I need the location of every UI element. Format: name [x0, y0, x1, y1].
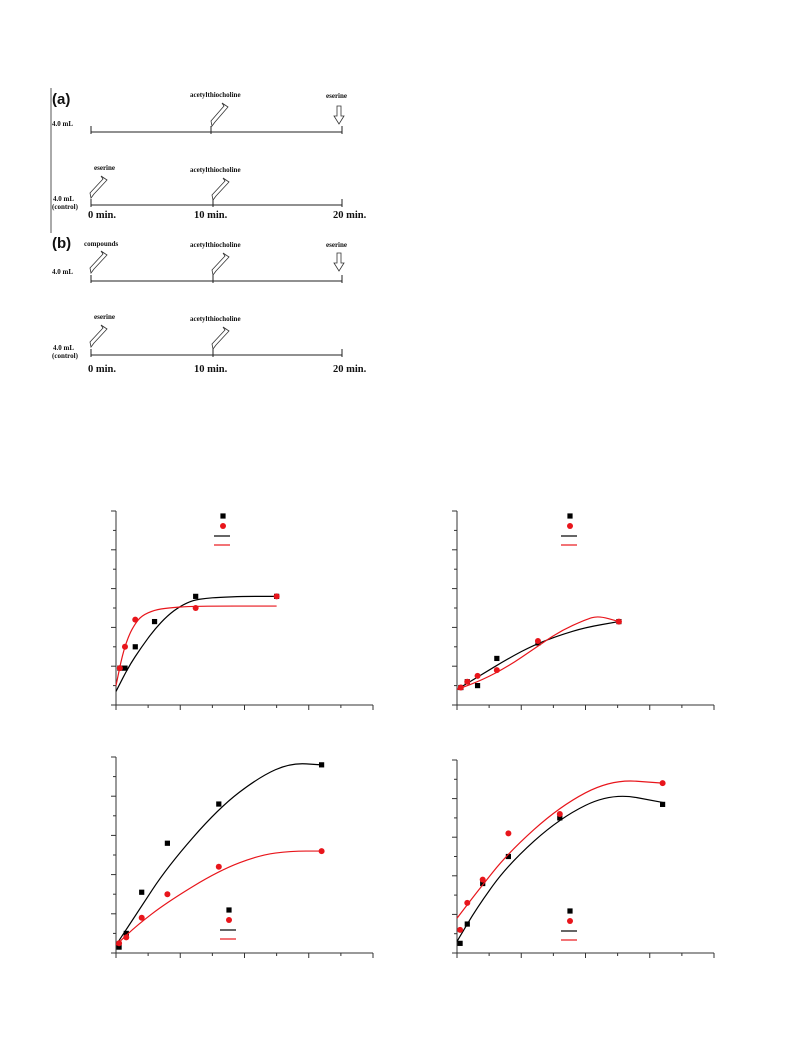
volume-label: 4.0 mL [52, 268, 73, 276]
reagent-label-acetylthiocholine: acetylthiocholine [190, 166, 241, 174]
panel-label-a: (a) [52, 91, 70, 108]
data-point-square [660, 801, 666, 807]
data-point-circle [116, 940, 123, 947]
chart-panel-bottom-left [111, 756, 374, 958]
arrow-icon [89, 250, 108, 274]
control-note: (control) [52, 352, 79, 360]
arrow-icon [211, 252, 230, 276]
data-point-square [151, 618, 158, 625]
data-point-circle [464, 899, 471, 906]
data-point-square [505, 853, 511, 860]
chart-panel-top-left [111, 510, 374, 710]
reagent-label-acetylthiocholine: acetylthiocholine [190, 241, 241, 249]
data-point-circle [215, 863, 222, 870]
time-label-0: 0 min. [88, 364, 116, 375]
arrow-icon [211, 326, 230, 350]
data-point-square [319, 762, 325, 768]
data-point-circle [505, 830, 512, 837]
arrow-icon [211, 177, 230, 201]
reagent-label-acetylthiocholine: acetylthiocholine [190, 91, 241, 99]
time-label-10: 10 min. [194, 364, 228, 375]
data-point-circle [116, 665, 123, 672]
protocol-diagram: (a) 4.0 mL acetylthiocholine eserine ese… [50, 88, 367, 375]
reagent-label-eserine: eserine [94, 164, 115, 172]
data-point-square [480, 880, 486, 887]
arrow-icon [210, 102, 229, 127]
arrow-icon [89, 175, 108, 199]
data-point-square [123, 930, 129, 936]
volume-label: 4.0 mL [52, 120, 73, 128]
data-point-circle [123, 934, 130, 941]
fit-curve-series-1 [456, 616, 620, 691]
data-point-circle [493, 667, 500, 674]
data-point-square [139, 889, 145, 895]
data-point-square [557, 815, 563, 821]
fit-curve-series-1 [115, 605, 277, 686]
fit-curve-series-0 [115, 763, 322, 946]
control-note: (control) [52, 203, 79, 211]
data-point-circle [615, 618, 622, 625]
fit-curve-series-1 [456, 780, 663, 919]
time-label-20: 20 min. [333, 364, 367, 375]
time-label-10: 10 min. [194, 210, 228, 221]
reagent-label-eserine: eserine [326, 241, 347, 249]
reagent-label-eserine: eserine [94, 313, 115, 321]
arrow-down-icon [333, 252, 345, 272]
data-point-circle [556, 811, 563, 818]
fit-curve-series-0 [115, 595, 277, 692]
data-point-circle [164, 891, 171, 898]
data-point-square [132, 644, 138, 650]
data-point-square [164, 840, 170, 846]
data-point-circle [273, 593, 280, 600]
legend-marker-circle [226, 917, 232, 923]
volume-label: 4.0 mL [53, 195, 74, 203]
data-point-square [216, 801, 222, 807]
data-point-square [494, 655, 500, 662]
reagent-label-compounds: compounds [84, 240, 119, 248]
arrow-down-icon [333, 105, 345, 125]
legend-marker-square [567, 513, 573, 519]
data-point-square [464, 921, 470, 927]
legend-marker-square [226, 907, 232, 913]
volume-label: 4.0 mL [53, 344, 74, 352]
data-point-circle [457, 684, 464, 691]
data-point-square [193, 593, 199, 599]
data-point-circle [192, 605, 199, 611]
data-point-square [457, 940, 463, 946]
data-point-circle [534, 637, 541, 644]
time-label-20: 20 min. [333, 210, 367, 221]
legend-marker-circle [567, 523, 573, 529]
legend-marker-circle [567, 918, 573, 924]
data-point-circle [318, 848, 325, 855]
legend-marker-circle [220, 523, 226, 529]
legend-marker-square [567, 908, 573, 914]
data-point-square [474, 683, 481, 689]
chart-panel-top-right [452, 510, 715, 710]
data-point-circle [457, 926, 464, 933]
data-point-circle [132, 616, 139, 623]
data-point-circle [479, 876, 486, 883]
time-label-0: 0 min. [88, 210, 116, 221]
reagent-label-eserine: eserine [326, 92, 347, 100]
reagent-label-acetylthiocholine: acetylthiocholine [190, 315, 241, 323]
data-point-circle [464, 678, 471, 685]
arrow-icon [89, 324, 108, 348]
legend-marker-square [220, 513, 226, 519]
data-point-square [116, 944, 122, 950]
chart-panel-bottom-right [452, 759, 715, 958]
data-point-circle [474, 672, 481, 679]
data-point-circle [121, 643, 128, 650]
data-point-square [122, 665, 128, 671]
data-point-circle [659, 780, 666, 787]
data-point-circle [138, 914, 145, 921]
panel-label-b: (b) [52, 235, 71, 252]
